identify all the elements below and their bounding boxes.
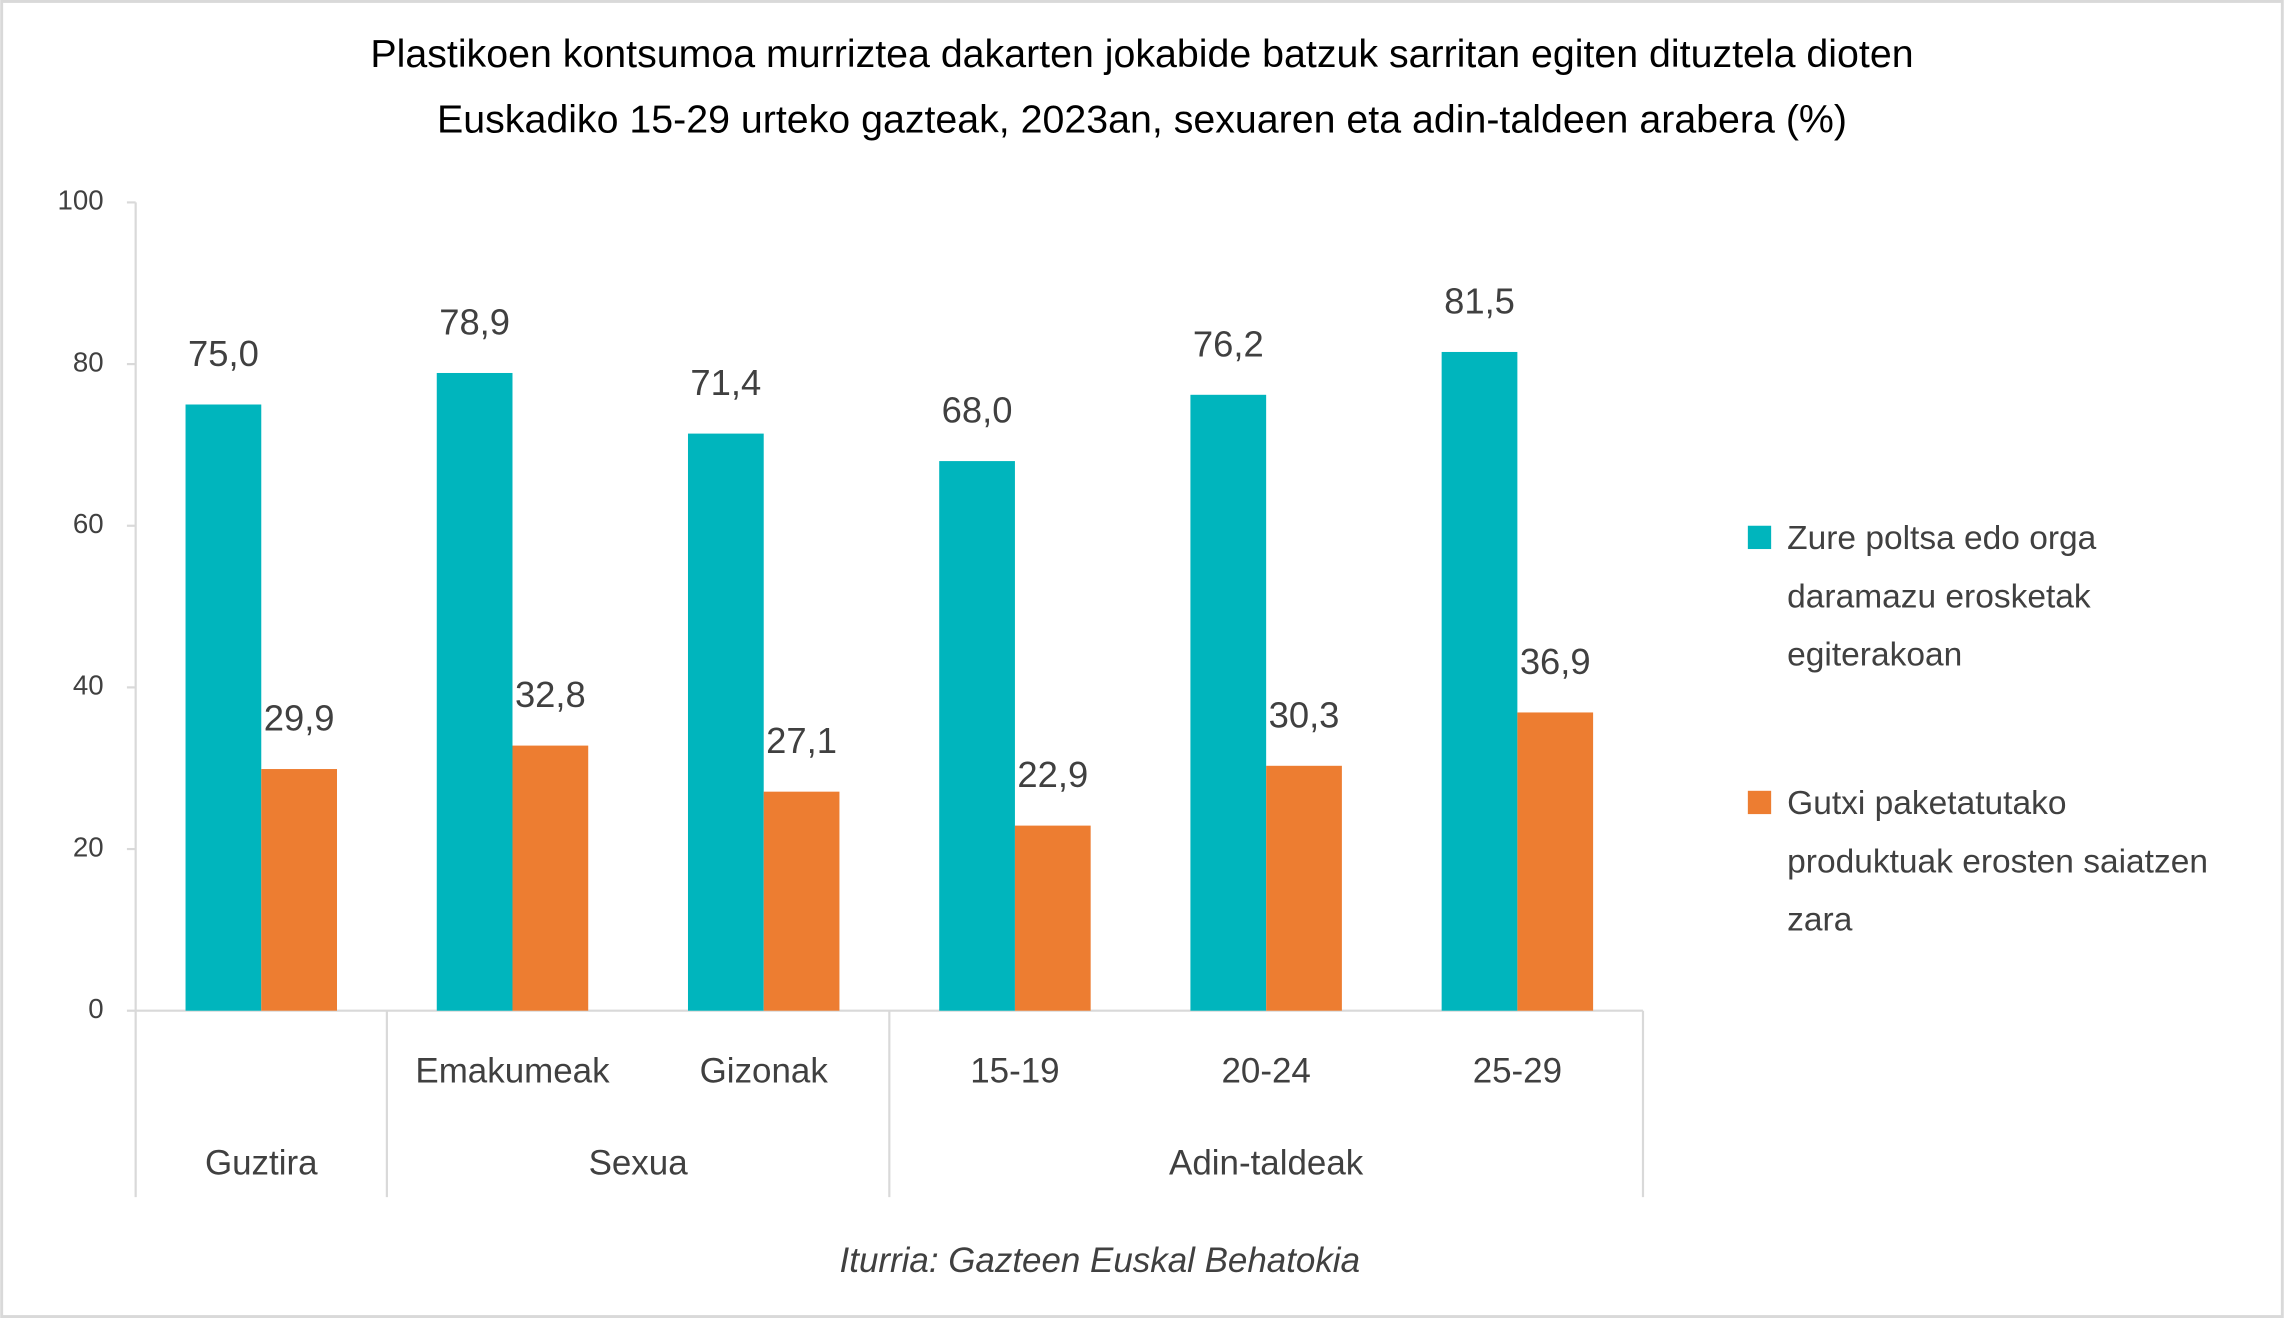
- value-label: 22,9: [1017, 754, 1088, 795]
- value-label: 78,9: [439, 302, 510, 343]
- bar: [1441, 351, 1518, 1011]
- bar: [1517, 712, 1594, 1011]
- bar: [1266, 765, 1342, 1011]
- x-tick-label: 15-19: [970, 1052, 1059, 1091]
- value-label: 75,0: [188, 333, 259, 374]
- value-label: 68,0: [942, 390, 1013, 431]
- bar: [687, 433, 764, 1011]
- value-label: 36,9: [1520, 641, 1591, 682]
- source-note: Iturria: Gazteen Euskal Behatokia: [840, 1241, 1360, 1280]
- value-label: 76,2: [1193, 323, 1264, 364]
- legend-box: Gutxi paketatutako produktuak erosten sa…: [1787, 783, 2209, 938]
- bar: [261, 769, 338, 1011]
- x-tick-label: 25-29: [1473, 1052, 1562, 1091]
- bar: [185, 404, 262, 1011]
- value-label: 27,1: [766, 720, 837, 761]
- x-tick-label: Gizonak: [700, 1052, 829, 1091]
- bar: [939, 461, 1015, 1011]
- bar: [1190, 394, 1267, 1011]
- title-box: Plastikoen kontsumoa murriztea dakarten …: [370, 32, 1914, 142]
- y-tick-label: 40: [73, 670, 104, 701]
- value-label: 30,3: [1269, 694, 1340, 735]
- legend-marker: [1747, 790, 1772, 815]
- legend-box: Zure poltsa edo orga daramazu erosketak …: [1787, 518, 2097, 673]
- x-tick-label: Emakumeak: [415, 1052, 610, 1091]
- group-label: Sexua: [589, 1143, 689, 1182]
- group-label: Adin-taldeak: [1169, 1143, 1364, 1182]
- y-tick-label: 80: [73, 346, 104, 377]
- group-label: Guztira: [205, 1143, 318, 1182]
- chart-title: Plastikoen kontsumoa murriztea dakarten …: [370, 32, 1914, 142]
- y-tick-label: 0: [88, 993, 103, 1024]
- legend-label: Gutxi paketatutako produktuak erosten sa…: [1787, 783, 2209, 938]
- value-label: 32,8: [515, 674, 586, 715]
- y-tick-label: 20: [73, 831, 104, 862]
- x-tick-label: 20-24: [1221, 1052, 1310, 1091]
- value-label: 81,5: [1444, 281, 1515, 322]
- legend-marker: [1747, 525, 1772, 550]
- y-tick-label: 60: [73, 508, 104, 539]
- legend-label: Zure poltsa edo orga daramazu erosketak …: [1787, 518, 2097, 673]
- bar: [1014, 825, 1091, 1011]
- bar: [436, 372, 513, 1011]
- y-tick-label: 100: [57, 185, 103, 216]
- value-label: 71,4: [690, 362, 761, 403]
- value-label: 29,9: [264, 698, 335, 739]
- bar: [763, 791, 840, 1011]
- bar: [512, 745, 589, 1011]
